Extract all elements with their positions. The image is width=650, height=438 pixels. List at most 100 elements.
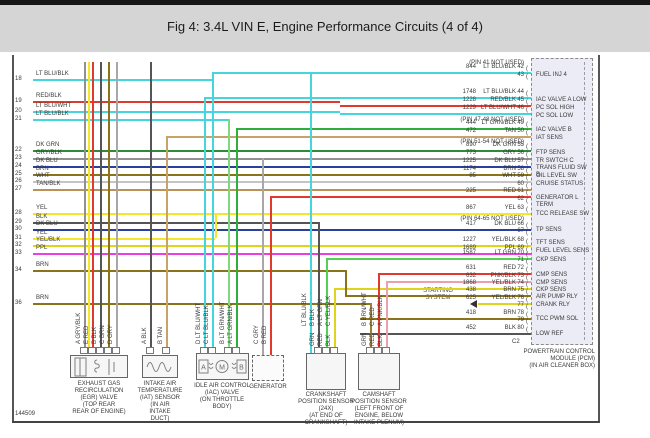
pcm-wire-color: LT BLU/WHT	[480, 105, 516, 111]
pcm-wire-number: 418	[465, 310, 476, 316]
pcm-pin-number: 66	[517, 221, 524, 227]
svg-text:A: A	[201, 365, 206, 372]
iat-sensor-label: INTAKE AIR TEMPERATURE (IAT) SENSOR (IN …	[137, 381, 183, 422]
pcm-pin-number: 67	[517, 228, 524, 234]
pcm-wire-color: BLK	[504, 325, 516, 331]
pin-wire-label: A BLK	[142, 327, 148, 344]
wire-horizontal	[33, 101, 340, 103]
pin-wire-label: C YEL/BLK	[326, 295, 332, 326]
wire-horizontal	[360, 318, 531, 320]
pcm-wire-number: 867	[465, 205, 476, 211]
wire-vertical	[262, 158, 264, 355]
left-pin-number: 24	[15, 163, 22, 169]
connector-cell	[104, 347, 112, 354]
generator-box	[252, 355, 284, 381]
sensor-pin-label: RED	[318, 333, 324, 346]
pcm-wire-color: DK BLU	[494, 221, 516, 227]
left-pin-number: 29	[15, 219, 22, 225]
pcm-pin-bracket: (	[526, 304, 528, 310]
pcm-wire-number: 452	[465, 325, 476, 331]
pcm-pin-number: 76	[517, 295, 524, 301]
wire-horizontal	[386, 281, 531, 283]
pcm-pin-number: 50	[517, 128, 524, 134]
wire-horizontal	[360, 333, 531, 335]
pcm-pin-bracket: (	[526, 168, 528, 174]
pcm-wire-number: 631	[465, 265, 476, 271]
left-wire-color-label: BRN	[36, 295, 49, 301]
pcm-pin-number: 72	[517, 265, 524, 271]
left-pin-number: 22	[15, 147, 22, 153]
connector-cell	[366, 347, 374, 354]
pcm-pin-number: 78	[517, 310, 524, 316]
left-wire-color-label: BLK	[36, 214, 48, 220]
pcm-wire-color: LT GRN	[494, 250, 516, 256]
crankshaft-position-sensor-box	[306, 353, 346, 390]
pcm-pin-number: 45	[517, 97, 524, 103]
pcm-pin-bracket: (	[526, 289, 528, 295]
wire-horizontal	[33, 79, 212, 81]
pcm-pin-bracket: (	[526, 247, 528, 253]
figure-title: Fig 4: 3.4L VIN E, Engine Performance Ci…	[167, 19, 483, 34]
pcm-wire-color: YEL/BLK	[491, 295, 516, 301]
pcm-pin-bracket: (	[526, 312, 528, 318]
svg-text:B: B	[239, 365, 244, 372]
pcm-pin-number: 60	[517, 181, 524, 187]
pcm-pin-number: 43	[517, 72, 524, 78]
pcm-wire-number: 890	[465, 142, 476, 148]
pcm-pin-number: 71	[517, 257, 524, 263]
pcm-pin-bracket: (	[526, 327, 528, 333]
connector-cell	[162, 347, 170, 354]
pcm-pin-number: 44	[517, 89, 524, 95]
pin-wire-label: B RED	[262, 325, 268, 344]
pcm-wire-number: 1227	[462, 237, 476, 243]
wire-vertical	[92, 62, 94, 347]
pcm-connector-box	[531, 58, 593, 345]
wire-horizontal	[33, 245, 531, 247]
frame-right-border	[598, 55, 600, 421]
wire-horizontal	[33, 303, 370, 305]
pcm-wire-number: 1228	[462, 97, 476, 103]
pcm-wire-number: 1225	[462, 158, 476, 164]
left-pin-number: 21	[15, 116, 22, 122]
left-wire-color-label: LT BLU/WHT	[36, 103, 72, 109]
wire-vertical	[318, 222, 320, 347]
pcm-pin-bracket: (	[526, 259, 528, 265]
pcm-pin-bracket: (	[526, 319, 528, 325]
left-pin-number: 27	[15, 186, 22, 192]
pcm-pin-number: 62	[517, 196, 524, 202]
wire-vertical	[116, 62, 118, 347]
wire-vertical	[88, 62, 90, 347]
connector-cell	[88, 347, 96, 354]
pcm-wire-color: BRN	[503, 287, 516, 293]
wire-vertical	[215, 213, 217, 238]
camshaft-position-sensor-box	[358, 353, 400, 390]
wire-horizontal	[340, 113, 531, 115]
wire-vertical	[236, 128, 238, 347]
left-pin-number: 18	[15, 76, 22, 82]
pin-wire-label: E RED	[84, 325, 90, 344]
pin-wire-label: C BRN	[100, 325, 106, 344]
pcm-wire-color: TAN	[504, 128, 516, 134]
pin-wire-label: B LT GRN/WHT	[220, 301, 226, 344]
pcm-pin-number: 79	[517, 317, 524, 323]
pcm-wire-color: WHT	[502, 173, 516, 179]
wire-vertical	[386, 281, 388, 347]
pcm-pin-number: 56	[517, 150, 524, 156]
wire-horizontal	[33, 150, 531, 152]
pin-wire-label: D LT BLU/WHT	[196, 302, 202, 344]
left-wire-color-label: LT BLU/BLK	[36, 111, 69, 117]
wire-horizontal	[345, 295, 531, 297]
pcm-pin-number: 42	[517, 64, 524, 70]
left-wire-color-label: YEL	[36, 205, 48, 211]
starting-system-label: STARTING SYSTEM	[423, 288, 453, 301]
left-wire-color-label: YEL/BLK	[36, 237, 61, 243]
pcm-wire-number: 632	[465, 273, 476, 279]
egr-valve-label: EXHAUST GAS RECIRCULATION (EGR) VALVE (T…	[72, 381, 126, 415]
pcm-wire-color: DK BLU	[494, 158, 516, 164]
left-wire-color-label: TAN/BLK	[36, 181, 61, 187]
connector-cell	[200, 347, 208, 354]
pcm-circuit-label: TCC PWM SOL	[536, 316, 579, 322]
pcm-circuit-label: TRANS FLUID SW B	[536, 165, 587, 178]
